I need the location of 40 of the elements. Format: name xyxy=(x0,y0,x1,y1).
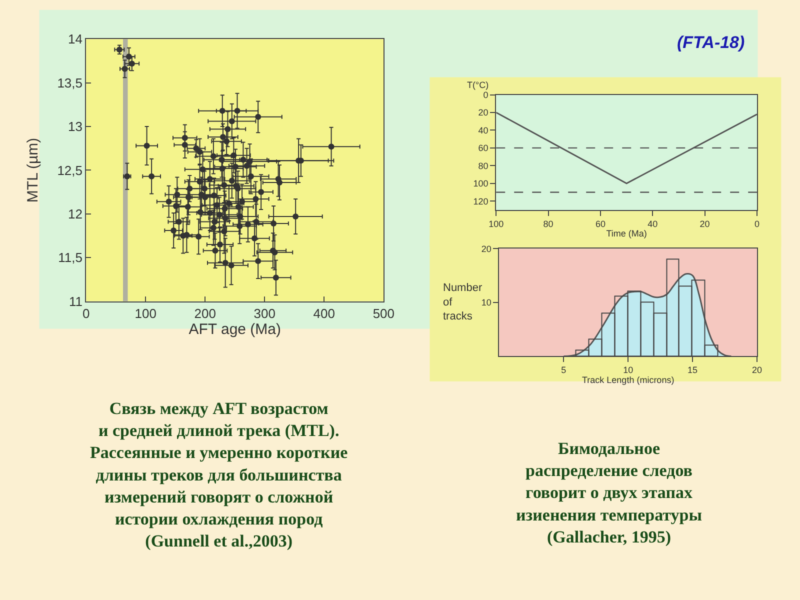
x-tick-label: 300 xyxy=(254,306,276,321)
x-axis-title: AFT age (Ma) xyxy=(188,320,282,338)
y-tick-label: 80 xyxy=(478,160,488,171)
y-axis-title: MTL (µm) xyxy=(24,138,42,203)
y-tick-label: 12,5 xyxy=(57,162,82,178)
x-tick-label: 40 xyxy=(648,218,658,229)
y-tick-label: 0 xyxy=(483,90,488,100)
y-tick-label: 13 xyxy=(68,119,82,134)
y-tick-label: 12 xyxy=(68,206,82,222)
x-tick-label: 200 xyxy=(194,306,216,321)
y-tick-label: 20 xyxy=(478,108,488,118)
y-tick-label: 11,5 xyxy=(58,250,82,266)
x-tick-label: 20 xyxy=(700,218,710,229)
text: Бимодальное распределение следов говорит о двух этапах изиенения температуры (Gallacher, 1995) xyxy=(516,439,702,546)
y-tick-label: 13,5 xyxy=(57,75,82,90)
y-tick-label: 11 xyxy=(69,294,82,309)
y-tick-label: 10 xyxy=(481,298,492,308)
x-tick-label: 20 xyxy=(752,365,762,376)
y-tick-label: 14 xyxy=(68,32,82,47)
text: Связь между AFT возрастом и средней длиной трека (MTL). Рассеянные и умеренно короткие длины треков для большинства измерений говорят о сложной истории охлаждения пород (Gunnell et al.,2003) xyxy=(90,399,348,551)
y-tick-label: 20 xyxy=(481,244,492,254)
x-tick-label: 500 xyxy=(372,306,395,321)
x-tick-label: 60 xyxy=(595,218,606,229)
y-tick-label: 120 xyxy=(473,196,488,206)
x-axis-title: Time (Ma) xyxy=(606,228,647,239)
y-axis-title: T(°C) xyxy=(467,80,489,90)
x-axis-title: Track Length (microns) xyxy=(582,375,674,386)
x-tick-label: 400 xyxy=(313,306,335,321)
x-tick-label: 0 xyxy=(754,218,760,229)
x-tick-label: 80 xyxy=(543,218,554,229)
y-tick-label: 100 xyxy=(473,178,488,189)
x-tick-label: 15 xyxy=(688,365,698,376)
y-axis-title: Number of tracks xyxy=(443,282,482,323)
x-tick-label: 10 xyxy=(623,365,634,376)
y-tick-label: 40 xyxy=(478,125,488,136)
text: (FTA-18) xyxy=(677,33,746,52)
x-tick-label: 100 xyxy=(134,306,156,321)
x-tick-label: 100 xyxy=(488,218,504,229)
x-tick-label: 5 xyxy=(561,365,566,376)
y-tick-label: 60 xyxy=(478,143,488,154)
